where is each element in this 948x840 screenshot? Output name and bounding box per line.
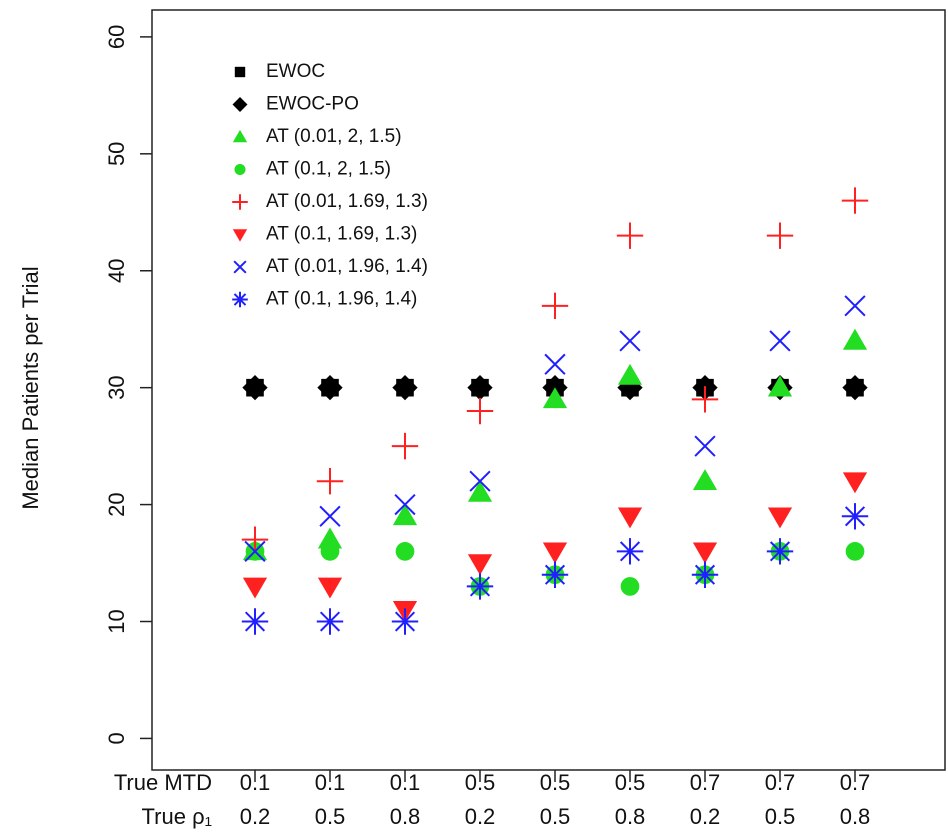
marker: [619, 330, 641, 352]
x-tick-label: 0.8: [390, 804, 421, 829]
marker: [317, 375, 343, 401]
marker: [316, 468, 344, 495]
marker: [766, 222, 794, 249]
marker: [617, 363, 643, 385]
marker: [392, 375, 418, 401]
y-tick-label: 20: [104, 492, 129, 516]
marker: [844, 295, 866, 317]
marker: [316, 608, 344, 635]
marker: [842, 472, 868, 494]
x-tick-label: 0.8: [840, 804, 871, 829]
marker: [469, 470, 491, 492]
plot-frame: [151, 9, 946, 771]
x-row-label: True MTD: [114, 770, 212, 795]
marker: [541, 561, 569, 588]
marker: [616, 538, 644, 565]
legend-marker: [232, 291, 248, 308]
x-tick-label: 0.2: [690, 804, 721, 829]
marker: [466, 573, 494, 600]
marker: [767, 507, 793, 529]
legend-marker: [234, 163, 246, 176]
marker: [319, 505, 341, 527]
marker: [320, 542, 340, 561]
legend-label: AT (0.01, 1.96, 1.4): [266, 256, 428, 277]
y-tick-label: 40: [104, 258, 129, 282]
legend-marker: [232, 129, 248, 143]
marker: [242, 375, 268, 401]
y-tick-label: 30: [104, 375, 129, 399]
marker: [317, 577, 343, 599]
x-tick-label: 0.2: [240, 804, 271, 829]
marker: [842, 375, 868, 401]
legend-label: AT (0.1, 1.69, 1.3): [266, 224, 417, 245]
marker: [841, 187, 869, 214]
legend-marker: [232, 194, 248, 210]
marker: [242, 577, 268, 599]
marker: [317, 527, 343, 549]
y-axis-label: Median Patients per Trial: [18, 266, 43, 509]
legend-marker: [232, 229, 248, 242]
marker: [769, 330, 791, 352]
marker: [544, 353, 566, 375]
marker: [241, 526, 269, 553]
marker: [691, 561, 719, 588]
y-tick-label: 10: [104, 609, 129, 633]
marker: [395, 542, 415, 561]
y-tick-label: 0: [104, 732, 129, 744]
x-tick-label: 0.5: [315, 804, 346, 829]
legend-label: AT (0.01, 1.69, 1.3): [266, 191, 428, 212]
legend-label: EWOC: [266, 61, 325, 82]
marker: [244, 540, 266, 562]
marker: [766, 538, 794, 565]
marker: [391, 432, 419, 460]
marker: [394, 493, 416, 516]
legend-marker: [234, 66, 246, 78]
legend-label: AT (0.1, 2, 1.5): [266, 159, 391, 180]
legend-marker: [232, 97, 248, 112]
marker: [694, 435, 716, 457]
marker: [542, 542, 568, 564]
marker: [692, 469, 718, 490]
marker: [391, 608, 419, 635]
y-tick-label: 50: [104, 142, 129, 166]
legend-label: AT (0.01, 2, 1.5): [266, 126, 402, 147]
legend-marker: [233, 260, 247, 274]
marker: [692, 542, 718, 564]
marker: [467, 554, 493, 576]
marker: [620, 577, 640, 596]
marker: [841, 503, 869, 530]
marker: [542, 387, 568, 409]
marker: [845, 542, 865, 561]
marker: [616, 222, 644, 249]
x-tick-label: 0.2: [465, 804, 496, 829]
marker: [842, 328, 868, 350]
marker: [617, 507, 643, 529]
marker: [467, 480, 493, 502]
y-tick-label: 60: [104, 25, 129, 49]
marker: [241, 608, 269, 635]
x-tick-label: 0.5: [765, 804, 796, 829]
marker: [541, 292, 569, 320]
legend-label: AT (0.1, 1.96, 1.4): [266, 289, 417, 310]
x-tick-label: 0.5: [540, 804, 571, 829]
marker: [392, 504, 418, 526]
marker: [767, 375, 793, 397]
marker: [691, 386, 719, 413]
x-tick-label: 0.8: [615, 804, 646, 829]
legend-label: EWOC-PO: [266, 94, 359, 115]
x-row-label: True ρ₁: [142, 804, 212, 829]
marker: [466, 397, 494, 425]
marker: [467, 375, 493, 401]
